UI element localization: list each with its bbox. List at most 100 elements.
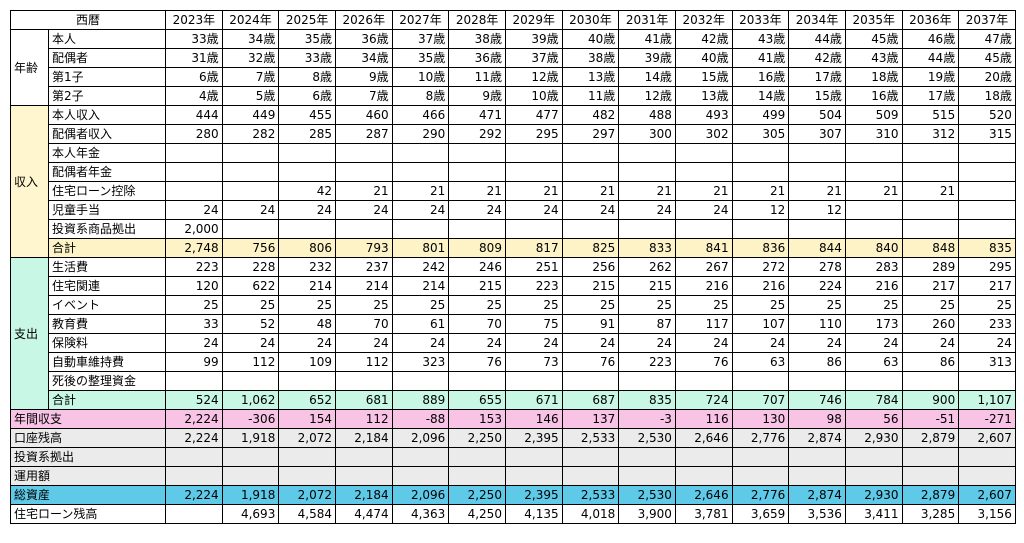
- cell: [958, 143, 1016, 163]
- year-header: 2032年: [674, 10, 733, 30]
- cell: 216: [844, 276, 903, 296]
- cell: 14歳: [731, 86, 790, 106]
- row-label: 投資系商品拠出: [47, 219, 167, 239]
- cell: 112: [221, 352, 280, 372]
- cell: 25: [165, 295, 223, 315]
- cell: 75: [504, 314, 563, 334]
- cell: [561, 371, 620, 391]
- row: 収入 本人収入 444 449 455 460 466 471 477 482 488 493 499 5…: [10, 105, 1016, 258]
- cell: 25: [844, 295, 903, 315]
- cell: 482: [561, 105, 620, 125]
- cell: 9歳: [334, 67, 393, 87]
- year-header: 2027年: [391, 10, 450, 30]
- cell: [504, 466, 563, 486]
- row-label: 合計: [47, 390, 167, 410]
- group-label: 年齢: [10, 29, 49, 106]
- cell: 39歳: [504, 29, 563, 49]
- cell: 724: [674, 390, 733, 410]
- cell: [958, 162, 1016, 182]
- cell: 110: [788, 314, 846, 334]
- cell: 47歳: [958, 29, 1016, 49]
- cell: [901, 200, 960, 220]
- cell: 4,584: [278, 504, 336, 524]
- cell: 36歳: [334, 29, 393, 49]
- row: 配偶者年金: [11, 162, 1016, 182]
- cell: 25: [561, 295, 620, 315]
- cell: 216: [674, 276, 733, 296]
- cell: 323: [391, 352, 450, 372]
- cell: 2,250: [448, 485, 506, 505]
- cell: 41歳: [618, 29, 676, 49]
- cell: 44歳: [788, 29, 846, 49]
- cell: 33: [165, 314, 223, 334]
- cell: [561, 162, 620, 182]
- cell: 38歳: [448, 29, 506, 49]
- cell: [504, 162, 563, 182]
- cell: 477: [504, 105, 563, 125]
- cell: 520: [958, 105, 1016, 125]
- cell: 20歳: [958, 67, 1016, 87]
- cell: 524: [165, 390, 223, 410]
- cell: 2,930: [844, 428, 903, 448]
- cell: 282: [221, 124, 280, 144]
- cell: 466: [391, 105, 450, 125]
- cell: 24: [731, 333, 790, 353]
- cell: 153: [448, 409, 506, 429]
- cell: 793: [334, 238, 393, 258]
- cell: 41歳: [731, 48, 790, 68]
- cell: 900: [901, 390, 960, 410]
- summary-row: 年間収支 2,224 -306 154 112 -88 153 146 137 -3 116 130 9…: [9, 409, 1016, 429]
- cell: 25: [901, 295, 960, 315]
- cell: 2,530: [618, 428, 676, 448]
- row-label: 配偶者年金: [47, 162, 167, 182]
- cell: 504: [788, 105, 846, 125]
- cell: [165, 447, 223, 467]
- cell: 117: [674, 314, 733, 334]
- cell: 25: [278, 295, 336, 315]
- cell: 215: [561, 276, 620, 296]
- cell: -306: [221, 409, 280, 429]
- cell: 310: [844, 124, 903, 144]
- row: 教育費 33 52 48 70 61 70 75 91 87 117 107 110 173 260 233: [11, 314, 1016, 334]
- row: 本人年金: [11, 143, 1016, 163]
- cell: [221, 181, 280, 201]
- cell: 130: [731, 409, 790, 429]
- cell: 86: [901, 352, 960, 372]
- cell: 15歳: [788, 86, 846, 106]
- cell: 61: [391, 314, 450, 334]
- cell: 3,659: [731, 504, 790, 524]
- cell: 2,646: [674, 485, 733, 505]
- cell: 25: [731, 295, 790, 315]
- budget-table: 西暦 2023年 2024年 2025年 2026年 2027年 2028年 2029年 203…: [9, 10, 1016, 524]
- row: 支出 生活費 223 228 232 237 242 246 251 256 262 267 272 27…: [10, 257, 1016, 410]
- cell: 15歳: [674, 67, 733, 87]
- row: イベント 25 25 25 25 25 25 25 25 25 25 25 25 25 25 25: [11, 295, 1016, 315]
- cell: 24: [674, 333, 733, 353]
- cell: 292: [448, 124, 506, 144]
- cell: 24: [221, 333, 280, 353]
- cell: 806: [278, 238, 336, 258]
- year-header: 2029年: [504, 10, 563, 30]
- cell: 25: [618, 295, 676, 315]
- cell: 146: [504, 409, 563, 429]
- cell: [788, 219, 846, 239]
- cell: 24: [561, 333, 620, 353]
- cell: [278, 371, 336, 391]
- cell: [844, 143, 903, 163]
- cell: [731, 162, 790, 182]
- cell: [618, 143, 676, 163]
- cell: 652: [278, 390, 336, 410]
- summary-row: 投資系拠出: [9, 447, 1016, 467]
- cell: 10歳: [391, 67, 450, 87]
- cell: 76: [448, 352, 506, 372]
- row-label: 運用額: [9, 466, 167, 486]
- cell: 223: [618, 352, 676, 372]
- cell: 2,395: [504, 485, 563, 505]
- cell: 109: [278, 352, 336, 372]
- cell: 24: [788, 333, 846, 353]
- row: 児童手当 24 24 24 24 24 24 24 24 24 24 12 12: [11, 200, 1016, 220]
- cell: [278, 466, 336, 486]
- cell: [504, 447, 563, 467]
- cell: 14歳: [618, 67, 676, 87]
- cell: [165, 371, 223, 391]
